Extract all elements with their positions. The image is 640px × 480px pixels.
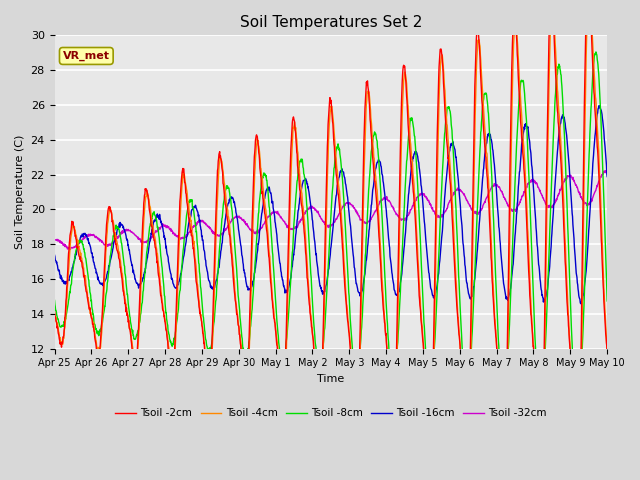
Tsoil -2cm bbox=[51, 309, 58, 314]
Tsoil -8cm bbox=[573, 407, 580, 413]
Tsoil -8cm bbox=[296, 159, 304, 165]
Tsoil -4cm bbox=[116, 252, 124, 258]
Tsoil -4cm bbox=[51, 310, 58, 316]
Tsoil -16cm bbox=[93, 272, 101, 277]
Line: Tsoil -32cm: Tsoil -32cm bbox=[54, 170, 607, 250]
Legend: Tsoil -2cm, Tsoil -4cm, Tsoil -8cm, Tsoil -16cm, Tsoil -32cm: Tsoil -2cm, Tsoil -4cm, Tsoil -8cm, Tsoi… bbox=[111, 404, 550, 422]
Tsoil -16cm bbox=[307, 200, 314, 205]
Tsoil -16cm bbox=[51, 252, 58, 258]
Tsoil -16cm bbox=[116, 225, 124, 230]
Tsoil -8cm bbox=[51, 298, 58, 303]
Tsoil -8cm bbox=[285, 304, 293, 310]
Tsoil -32cm bbox=[365, 217, 373, 223]
Tsoil -32cm bbox=[51, 237, 58, 243]
Tsoil -8cm bbox=[307, 263, 314, 269]
Tsoil -2cm bbox=[604, 353, 611, 359]
Tsoil -32cm bbox=[94, 236, 102, 241]
Line: Tsoil -8cm: Tsoil -8cm bbox=[54, 52, 607, 410]
Tsoil -16cm bbox=[604, 174, 611, 180]
Tsoil -2cm bbox=[93, 350, 101, 356]
Tsoil -32cm bbox=[285, 225, 293, 231]
Tsoil -32cm bbox=[116, 232, 124, 238]
Tsoil -16cm bbox=[595, 103, 603, 108]
Tsoil -2cm bbox=[365, 97, 373, 103]
Tsoil -2cm bbox=[296, 192, 304, 197]
Tsoil -4cm bbox=[285, 245, 293, 251]
Tsoil -4cm bbox=[307, 309, 314, 314]
Title: Soil Temperatures Set 2: Soil Temperatures Set 2 bbox=[239, 15, 422, 30]
Tsoil -16cm bbox=[296, 190, 304, 196]
Tsoil -2cm bbox=[307, 312, 314, 318]
Tsoil -32cm bbox=[67, 247, 74, 252]
Tsoil -16cm bbox=[577, 301, 584, 307]
Tsoil -4cm bbox=[296, 179, 304, 184]
Text: VR_met: VR_met bbox=[63, 51, 110, 61]
X-axis label: Time: Time bbox=[317, 374, 344, 384]
Line: Tsoil -2cm: Tsoil -2cm bbox=[54, 0, 607, 480]
Tsoil -4cm bbox=[573, 471, 581, 477]
Tsoil -32cm bbox=[307, 205, 315, 211]
Tsoil -8cm bbox=[93, 331, 101, 336]
Tsoil -16cm bbox=[365, 228, 373, 233]
Tsoil -2cm bbox=[116, 260, 124, 265]
Tsoil -32cm bbox=[604, 169, 611, 175]
Tsoil -8cm bbox=[592, 49, 600, 55]
Tsoil -32cm bbox=[603, 168, 611, 173]
Line: Tsoil -4cm: Tsoil -4cm bbox=[54, 0, 607, 474]
Tsoil -4cm bbox=[365, 90, 373, 96]
Tsoil -8cm bbox=[365, 183, 373, 189]
Tsoil -32cm bbox=[297, 216, 305, 222]
Tsoil -2cm bbox=[285, 213, 293, 218]
Line: Tsoil -16cm: Tsoil -16cm bbox=[54, 106, 607, 304]
Tsoil -4cm bbox=[93, 346, 101, 352]
Tsoil -8cm bbox=[604, 298, 611, 304]
Tsoil -16cm bbox=[285, 283, 293, 289]
Y-axis label: Soil Temperature (C): Soil Temperature (C) bbox=[15, 135, 25, 249]
Tsoil -4cm bbox=[604, 349, 611, 355]
Tsoil -8cm bbox=[116, 230, 124, 236]
